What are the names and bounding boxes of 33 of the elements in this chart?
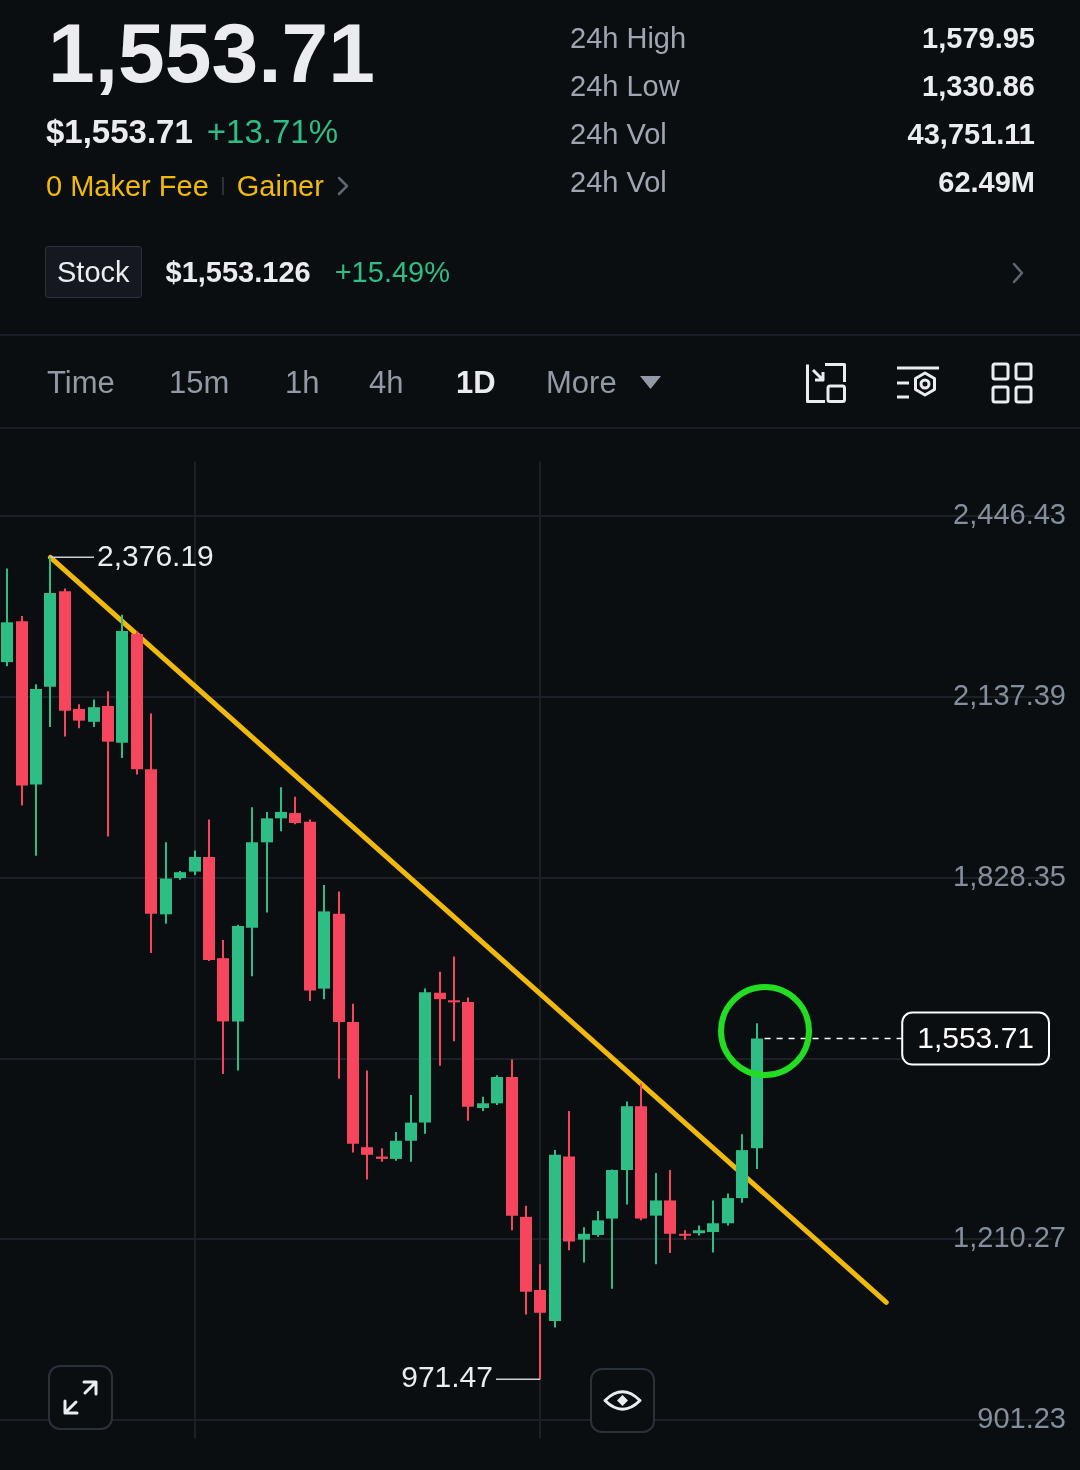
- y-tick-label: 1,828.35: [953, 859, 1066, 892]
- candlestick: [361, 1070, 373, 1180]
- text: Time: [47, 364, 115, 402]
- text: 1,330.86: [922, 69, 1035, 104]
- y-tick-label: 901.23: [977, 1402, 1066, 1435]
- text: 24h High: [570, 21, 687, 56]
- candlestick: [448, 956, 460, 1042]
- text: 43,751.11: [907, 117, 1035, 152]
- text: 62.49M: [938, 165, 1035, 200]
- text: 15m: [169, 364, 230, 402]
- text: Gainer: [236, 169, 324, 204]
- text: More: [546, 364, 617, 402]
- y-tick-label: 2,446.43: [953, 498, 1066, 531]
- text: +13.71%: [206, 112, 339, 152]
- text: 1D: [456, 364, 496, 402]
- chart-subtitle: $1,553.71: [46, 112, 193, 152]
- text: 24h Low: [570, 69, 680, 104]
- chart-title: 1,553.71: [48, 6, 375, 100]
- candlestick: [434, 971, 446, 1066]
- annotation: 971.47: [401, 1360, 493, 1394]
- badge: Stock: [45, 246, 142, 298]
- text: 4h: [369, 364, 404, 402]
- y-tick-label: 2,137.39: [953, 678, 1066, 711]
- text: 24h Vol: [570, 165, 667, 200]
- text: 24h Vol: [570, 117, 667, 152]
- text: $1,553.126: [165, 255, 311, 289]
- text: 1,579.95: [922, 21, 1035, 56]
- y-tick-label: 1,210.27: [953, 1221, 1066, 1254]
- annotation: 2,376.19: [97, 538, 214, 572]
- ref-line-label: 1,553.71: [917, 1020, 1034, 1054]
- text: 1h: [285, 364, 320, 402]
- text: +15.49%: [334, 255, 450, 289]
- text: 0 Maker Fee: [46, 169, 209, 204]
